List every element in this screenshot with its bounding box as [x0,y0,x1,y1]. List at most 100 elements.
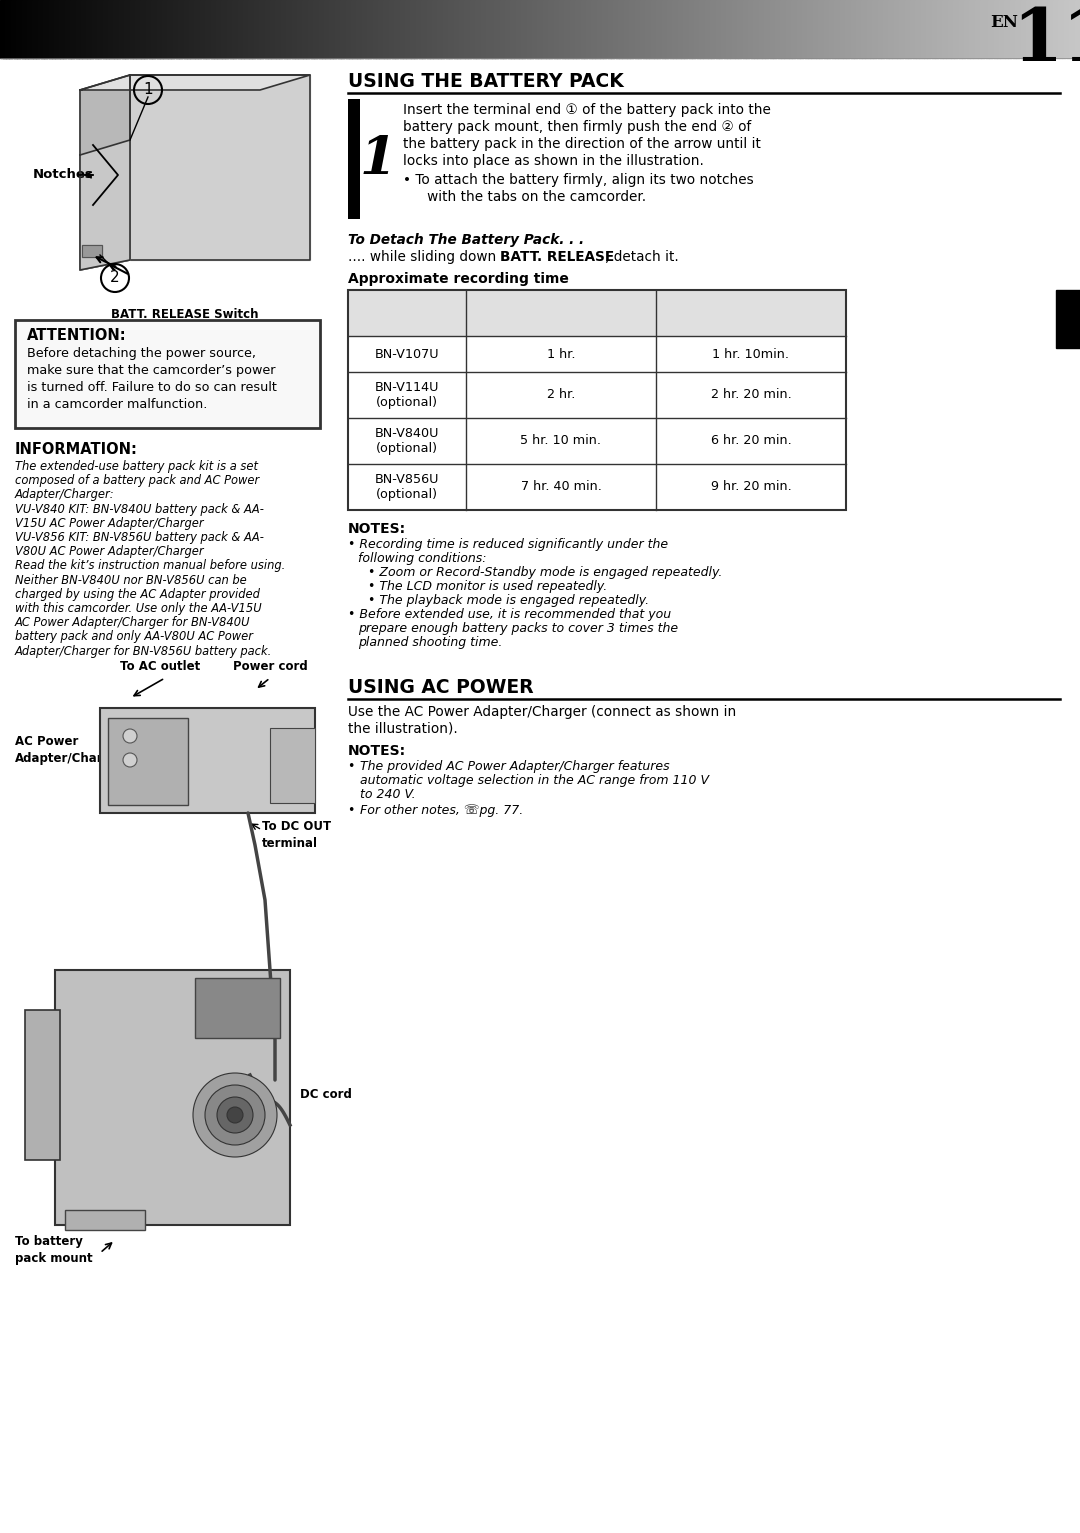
Bar [639,0,644,58]
Text: is turned off. Failure to do so can result: is turned off. Failure to do so can resu… [27,382,276,394]
Text: the illustration).: the illustration). [348,722,458,736]
Bar [81,0,85,58]
Bar [133,0,136,58]
Text: LCD monitor on/
Viewfinder off: LCD monitor on/ Viewfinder off [503,299,619,327]
Bar [246,0,249,58]
Bar [1072,0,1076,58]
Bar [977,0,982,58]
Bar [52,0,55,58]
Bar [65,0,69,58]
Bar [715,0,719,58]
Bar [603,0,606,58]
Bar [187,0,190,58]
Text: USING THE BATTERY PACK: USING THE BATTERY PACK [348,72,624,90]
Bar [54,0,58,58]
Bar [535,0,539,58]
Bar [986,0,989,58]
Text: • To attach the battery firmly, align its two notches: • To attach the battery firmly, align it… [403,173,754,187]
Bar [421,0,426,58]
Bar [869,0,874,58]
Bar [972,0,976,58]
Bar [1048,0,1052,58]
Bar [82,245,102,258]
Bar [351,0,355,58]
Text: USING AC POWER: USING AC POWER [348,678,534,698]
Bar [886,0,890,58]
Bar [862,0,865,58]
Text: Neither BN-V840U nor BN-V856U can be: Neither BN-V840U nor BN-V856U can be [15,573,246,587]
Bar [154,0,158,58]
Bar [367,0,372,58]
Bar [82,245,102,258]
Bar [821,0,825,58]
Bar [265,0,269,58]
Bar [497,0,501,58]
Bar [108,0,112,58]
Bar [283,0,287,58]
Bar [769,0,773,58]
Polygon shape [80,75,310,90]
Bar [664,0,669,58]
Text: Adapter/Charger for BN-V856U battery pack.: Adapter/Charger for BN-V856U battery pac… [15,644,272,658]
Bar [765,0,768,58]
Bar [954,0,957,58]
Bar [994,0,998,58]
Text: Before detaching the power source,: Before detaching the power source, [27,346,256,360]
Bar [721,0,725,58]
Bar [306,0,309,58]
Bar [9,0,12,58]
Bar [1021,0,1025,58]
Bar [57,0,60,58]
Bar [189,0,193,58]
Circle shape [227,1107,243,1124]
Polygon shape [80,75,130,270]
Bar [391,0,395,58]
Bar [348,100,360,219]
Bar [49,0,53,58]
Bar [585,0,590,58]
Text: 5 hr. 10 min.: 5 hr. 10 min. [521,434,602,448]
Bar [981,0,984,58]
Bar [1034,0,1038,58]
Bar [729,0,733,58]
Bar [359,0,363,58]
Bar [970,0,973,58]
Bar [119,0,123,58]
Bar [959,0,962,58]
Bar [780,0,784,58]
Bar [2,0,6,58]
Bar [362,0,366,58]
Bar [432,0,436,58]
Bar [346,0,350,58]
Bar [759,0,762,58]
Bar [832,0,836,58]
Text: with the tabs on the camcorder.: with the tabs on the camcorder. [414,190,646,204]
Bar [281,0,285,58]
Bar [111,0,114,58]
Bar [35,0,39,58]
Bar [659,0,663,58]
Bar [380,0,384,58]
Bar [772,0,777,58]
Bar [235,0,239,58]
Bar [378,0,382,58]
Bar [1029,0,1032,58]
Text: NOTES:: NOTES: [348,744,406,757]
Bar [810,0,814,58]
Text: •: • [348,760,360,773]
Bar [481,0,485,58]
Bar [913,0,917,58]
Bar [259,0,264,58]
Bar [108,717,188,805]
Bar [747,0,752,58]
Bar [1053,0,1057,58]
Bar [788,0,793,58]
Bar [365,0,368,58]
Bar [1026,0,1030,58]
Bar [718,0,723,58]
Bar [454,0,458,58]
Bar [113,0,118,58]
Bar [686,0,690,58]
Bar [745,0,750,58]
Text: automatic voltage selection in the AC range from 110 V: automatic voltage selection in the AC ra… [360,774,708,786]
